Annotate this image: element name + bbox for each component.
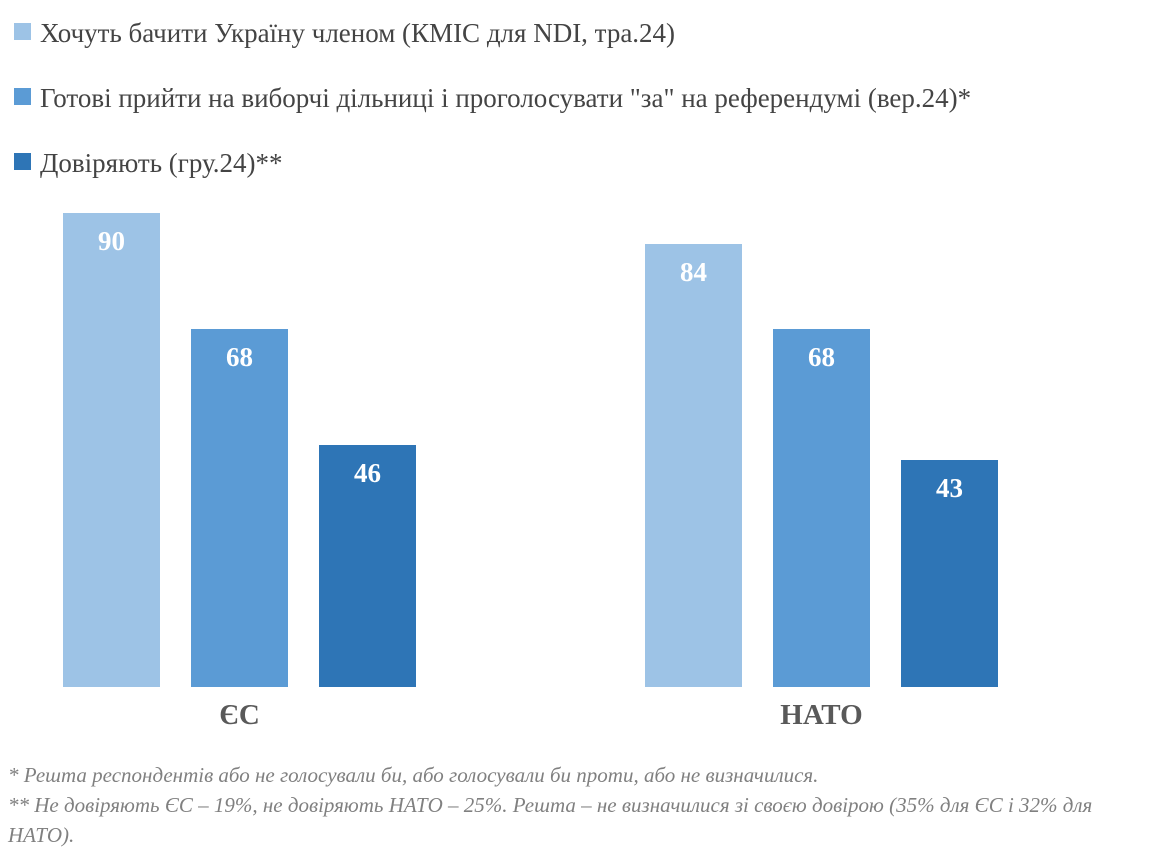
category-label-nato: НАТО xyxy=(780,699,863,731)
bar-value-label: 90 xyxy=(98,226,125,256)
bar-eu-series-3: 46 xyxy=(319,445,416,687)
legend-label: Готові прийти на виборчі дільниці і прог… xyxy=(40,83,972,113)
footnote-1: * Решта респондентів або не голосували б… xyxy=(8,763,819,787)
legend-item-3: Довіряють (гру.24)** xyxy=(14,146,971,180)
legend-label: Хочуть бачити Україну членом (КМІС для N… xyxy=(40,18,676,48)
chart-legend: Хочуть бачити Україну членом (КМІС для N… xyxy=(14,16,971,211)
bar-value-label: 68 xyxy=(226,342,253,372)
category-label-eu: ЄС xyxy=(219,699,260,731)
bar-nato-series-1: 84 xyxy=(645,244,742,687)
bar-value-label: 46 xyxy=(354,458,381,488)
legend-swatch-icon xyxy=(14,153,31,170)
bar-eu-series-1: 90 xyxy=(63,213,160,687)
legend-item-2: Готові прийти на виборчі дільниці і прог… xyxy=(14,81,971,115)
bar-nato-series-2: 68 xyxy=(773,329,870,687)
legend-swatch-icon xyxy=(14,23,31,40)
footnote-2: ** Не довіряють ЄС – 19%, не довіряють Н… xyxy=(8,793,1093,847)
bar-nato-series-3: 43 xyxy=(901,460,998,687)
legend-item-1: Хочуть бачити Україну членом (КМІС для N… xyxy=(14,16,971,50)
bar-eu-series-2: 68 xyxy=(191,329,288,687)
legend-label: Довіряють (гру.24)** xyxy=(40,148,283,178)
bar-value-label: 84 xyxy=(680,257,707,287)
bar-value-label: 68 xyxy=(808,342,835,372)
bar-value-label: 43 xyxy=(936,473,963,503)
legend-swatch-icon xyxy=(14,88,31,105)
footnotes: * Решта респондентів або не голосували б… xyxy=(8,760,1160,850)
